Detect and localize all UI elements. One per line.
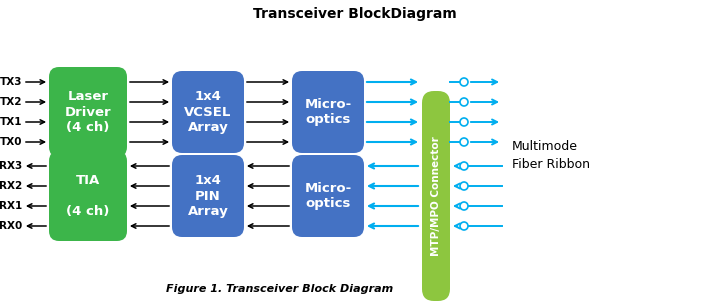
Text: TX0: TX0 <box>0 137 22 147</box>
FancyBboxPatch shape <box>172 71 244 153</box>
Text: TX1: TX1 <box>0 117 22 127</box>
Text: Laser
Driver
(4 ch): Laser Driver (4 ch) <box>65 89 112 134</box>
Text: Fiber Ribbon: Fiber Ribbon <box>512 157 590 171</box>
Text: Micro-
optics: Micro- optics <box>304 98 352 126</box>
FancyBboxPatch shape <box>172 155 244 237</box>
Text: TX2: TX2 <box>0 97 22 107</box>
Text: Transceiver BlockDiagram: Transceiver BlockDiagram <box>253 7 457 21</box>
FancyBboxPatch shape <box>49 67 127 157</box>
Text: TX3: TX3 <box>0 77 22 87</box>
Text: RX2: RX2 <box>0 181 22 191</box>
FancyBboxPatch shape <box>49 151 127 241</box>
Text: MTP/MPO Connector: MTP/MPO Connector <box>431 136 441 256</box>
Text: 1x4
VCSEL
Array: 1x4 VCSEL Array <box>184 89 232 134</box>
Text: RX3: RX3 <box>0 161 22 171</box>
FancyBboxPatch shape <box>292 71 364 153</box>
Text: Multimode: Multimode <box>512 140 578 153</box>
Text: RX1: RX1 <box>0 201 22 211</box>
FancyBboxPatch shape <box>292 155 364 237</box>
FancyBboxPatch shape <box>422 91 450 301</box>
Text: 1x4
PIN
Array: 1x4 PIN Array <box>188 174 228 219</box>
Text: TIA

(4 ch): TIA (4 ch) <box>66 174 109 219</box>
Text: Figure 1. Transceiver Block Diagram: Figure 1. Transceiver Block Diagram <box>166 284 394 294</box>
Text: RX0: RX0 <box>0 221 22 231</box>
Text: Micro-
optics: Micro- optics <box>304 181 352 210</box>
